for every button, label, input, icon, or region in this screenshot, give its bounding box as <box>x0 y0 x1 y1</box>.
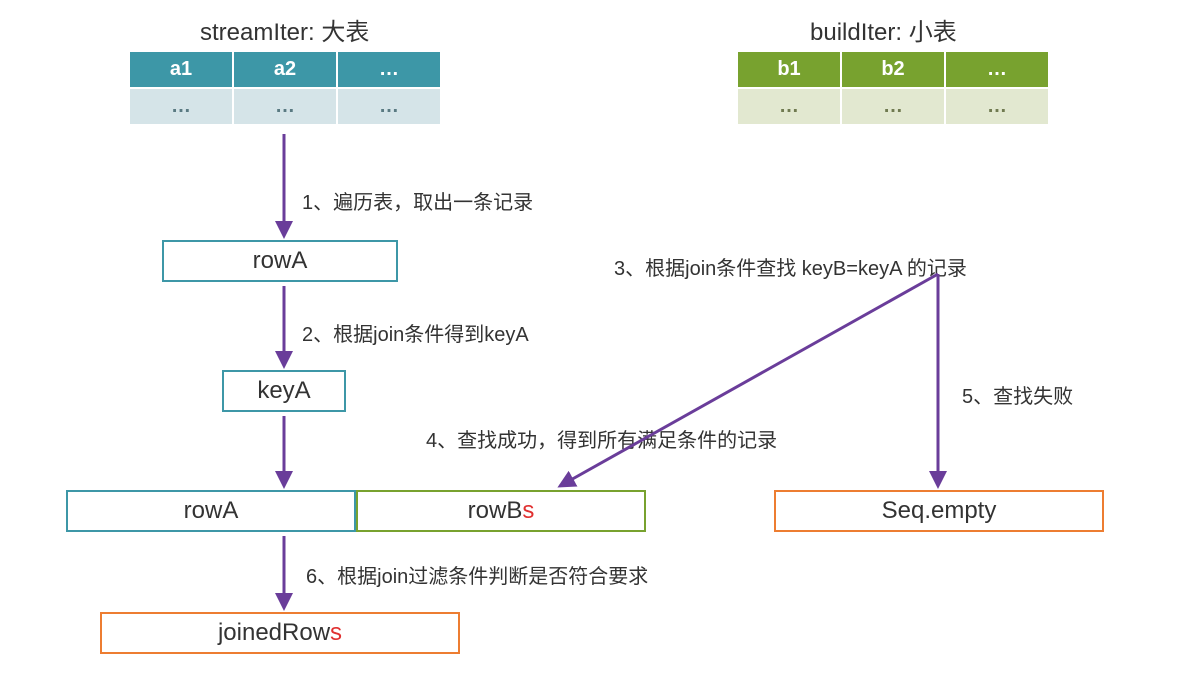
box-label-suffix: s <box>522 497 534 525</box>
table-row: … … … <box>129 88 441 125</box>
box-label: joinedRow <box>218 619 330 647</box>
table-row: a1 a2 … <box>129 51 441 88</box>
box-label: keyA <box>257 377 310 405</box>
step-2: 2、根据join条件得到keyA <box>302 318 529 347</box>
table-stream: a1 a2 … … … … <box>128 50 442 126</box>
step-5: 5、查找失败 <box>962 380 1073 409</box>
step-4: 4、查找成功，得到所有满足条件的记录 <box>426 424 777 453</box>
box-seq-empty: Seq.empty <box>774 490 1104 532</box>
box-label: rowA <box>184 497 239 525</box>
box-rowA-1: rowA <box>162 240 398 282</box>
box-label: Seq.empty <box>882 497 997 525</box>
box-keyA: keyA <box>222 370 346 412</box>
title-build: buildIter: 小表 <box>810 12 957 47</box>
box-label: rowB <box>468 497 523 525</box>
table-build: b1 b2 … … … … <box>736 50 1050 126</box>
step-3: 3、根据join条件查找 keyB=keyA 的记录 <box>614 252 967 281</box>
table-row: … … … <box>737 88 1049 125</box>
table-row: b1 b2 … <box>737 51 1049 88</box>
box-rowBs: rowBs <box>356 490 646 532</box>
title-stream: streamIter: 大表 <box>200 12 369 47</box>
step-1: 1、遍历表，取出一条记录 <box>302 186 533 215</box>
box-label: rowA <box>253 247 308 275</box>
box-rowA-2: rowA <box>66 490 356 532</box>
step-6: 6、根据join过滤条件判断是否符合要求 <box>306 560 648 589</box>
box-label-suffix: s <box>330 619 342 647</box>
box-joinedRows: joinedRows <box>100 612 460 654</box>
